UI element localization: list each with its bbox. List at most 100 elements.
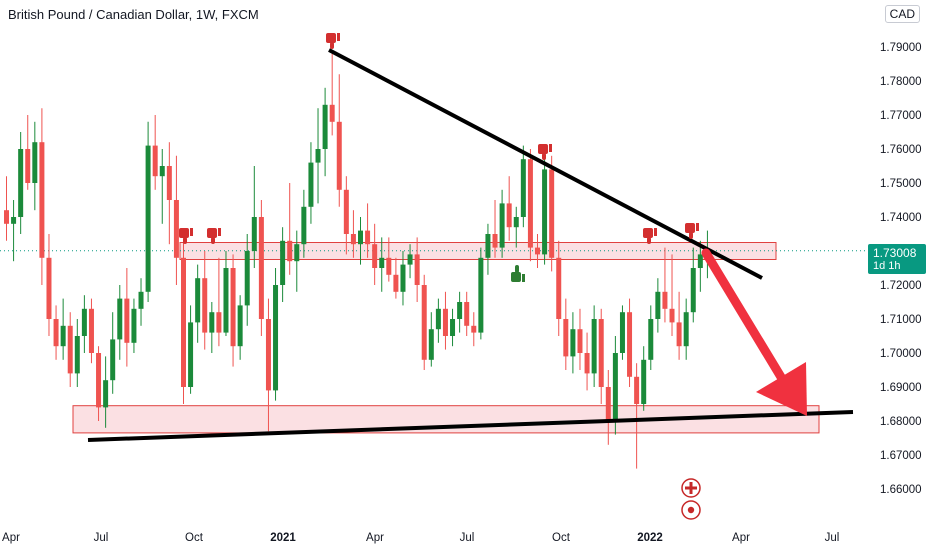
candle xyxy=(379,237,385,292)
price-tick-label: 1.75000 xyxy=(880,178,922,190)
candle xyxy=(216,257,222,347)
time-tick-label: 2022 xyxy=(637,532,663,544)
candle xyxy=(273,268,279,401)
thumb-cuff xyxy=(549,144,552,152)
time-tick-label: Apr xyxy=(2,532,20,544)
candle xyxy=(103,356,109,428)
chart-title: British Pound / Canadian Dollar, 1W, FXC… xyxy=(8,7,259,22)
candle-body xyxy=(676,322,682,347)
thumb-palm xyxy=(643,228,653,238)
candle-body xyxy=(577,329,583,353)
price-tick-label: 1.71000 xyxy=(880,314,922,326)
forecast-arrow-shaft xyxy=(701,248,789,387)
thumbs-down-icon xyxy=(207,228,221,244)
support-resistance-zone xyxy=(179,242,777,260)
candle-body xyxy=(308,162,314,207)
time-tick-label: Oct xyxy=(552,532,571,544)
candle xyxy=(301,189,307,258)
candle xyxy=(265,298,271,432)
candle-body xyxy=(527,159,533,248)
time-axis[interactable]: Apr Jul Oct 2021 Apr Jul Oct 2022 Apr Jul xyxy=(2,532,839,544)
candle-body xyxy=(223,268,229,333)
price-tick-label: 1.67000 xyxy=(880,450,922,462)
candle-body xyxy=(655,291,661,319)
candle xyxy=(386,237,392,282)
candle xyxy=(188,305,194,394)
thumb-palm xyxy=(326,33,336,43)
thumb-digit xyxy=(647,237,651,244)
markers-layer xyxy=(179,33,701,520)
candle xyxy=(464,291,470,336)
candle xyxy=(648,305,654,370)
candle xyxy=(223,251,229,336)
candle-body xyxy=(258,217,264,319)
forecast-arrow-head xyxy=(756,362,807,416)
candle xyxy=(53,305,59,360)
candle xyxy=(336,74,342,207)
candle xyxy=(400,251,406,306)
candle-body xyxy=(251,217,257,251)
candle xyxy=(556,240,562,336)
candle-body xyxy=(209,312,215,333)
time-tick-label: 2021 xyxy=(270,532,296,544)
candle-body xyxy=(117,298,123,340)
candle xyxy=(676,291,682,360)
thumbs-down-icon xyxy=(643,228,657,244)
candle xyxy=(520,145,526,228)
candle xyxy=(563,298,569,370)
candle xyxy=(39,108,45,285)
canada-flag-icon xyxy=(681,500,701,520)
price-axis[interactable]: 1.79000 1.78000 1.77000 1.76000 1.75000 1.740… xyxy=(880,42,922,496)
thumb-digit xyxy=(689,232,693,239)
candle xyxy=(195,264,201,343)
thumb-cuff xyxy=(218,228,221,236)
thumb-palm xyxy=(685,223,695,233)
candle xyxy=(329,53,335,136)
candle-body xyxy=(25,149,31,183)
candle-body xyxy=(273,285,279,391)
thumb-cuff xyxy=(522,274,525,282)
candle-body xyxy=(365,230,371,245)
candle-body xyxy=(414,254,420,285)
candle-body xyxy=(669,308,675,323)
candle-body xyxy=(322,104,328,149)
candle xyxy=(244,234,250,326)
candle-body xyxy=(591,319,597,374)
last-price-tag: 1.73008 1d 1h xyxy=(868,244,926,274)
candle xyxy=(18,132,24,234)
candle-body xyxy=(152,145,158,177)
time-tick-label: Jul xyxy=(825,532,840,544)
candle-body xyxy=(627,312,633,377)
candle-body xyxy=(343,189,349,234)
candle-body xyxy=(556,257,562,319)
candle xyxy=(152,115,158,190)
candle xyxy=(138,278,144,326)
candle-body xyxy=(690,268,696,313)
candle-body xyxy=(237,305,243,347)
candle-body xyxy=(520,159,526,217)
candle xyxy=(230,254,236,367)
candle-body xyxy=(124,298,130,343)
currency-badge[interactable]: CAD xyxy=(884,5,920,23)
candle xyxy=(506,176,512,241)
candle-body xyxy=(46,257,52,319)
candle-body xyxy=(18,149,24,217)
candle-body xyxy=(329,104,335,122)
candle xyxy=(32,121,38,211)
candle xyxy=(365,203,371,258)
candle xyxy=(181,240,186,404)
candle-body xyxy=(563,319,569,357)
candle-body xyxy=(244,251,250,306)
candle-body xyxy=(103,380,109,408)
candle-body xyxy=(96,353,102,408)
candle-body xyxy=(605,387,611,421)
thumb-digit xyxy=(542,153,546,160)
candle-body xyxy=(464,302,470,326)
candle xyxy=(669,254,675,336)
candle xyxy=(499,189,505,258)
thumbs-down-icon xyxy=(538,144,552,160)
thumbs-down-icon xyxy=(685,223,699,239)
time-tick-label: Apr xyxy=(732,532,750,544)
candle xyxy=(690,247,696,323)
